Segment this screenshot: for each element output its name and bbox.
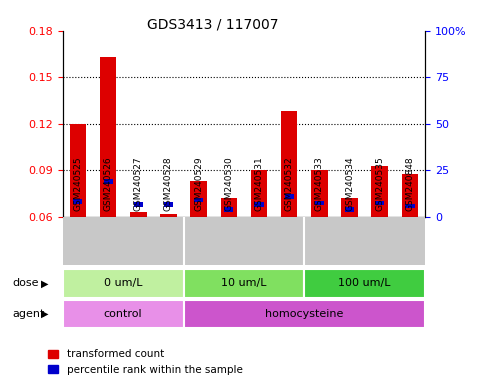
Bar xyxy=(70,124,86,217)
Bar xyxy=(184,269,304,298)
Bar xyxy=(100,57,116,217)
Bar xyxy=(190,181,207,217)
Text: control: control xyxy=(104,309,142,319)
Text: 10 um/L: 10 um/L xyxy=(221,278,267,288)
Bar xyxy=(63,300,184,328)
Text: 0 um/L: 0 um/L xyxy=(104,278,142,288)
Text: ▶: ▶ xyxy=(41,309,49,319)
Text: dose: dose xyxy=(12,278,39,288)
Text: GDS3413 / 117007: GDS3413 / 117007 xyxy=(147,17,278,31)
Bar xyxy=(371,166,388,217)
Bar xyxy=(345,207,354,212)
Text: 100 um/L: 100 um/L xyxy=(339,278,391,288)
Bar xyxy=(341,199,358,217)
Bar xyxy=(281,111,298,217)
Legend: transformed count, percentile rank within the sample: transformed count, percentile rank withi… xyxy=(44,345,247,379)
Bar xyxy=(304,269,425,298)
Bar xyxy=(160,214,177,217)
Bar xyxy=(184,300,425,328)
Bar xyxy=(315,201,324,205)
Text: homocysteine: homocysteine xyxy=(265,309,343,319)
Bar xyxy=(251,170,267,217)
Bar xyxy=(63,269,184,298)
Bar xyxy=(402,174,418,217)
Bar xyxy=(311,170,327,217)
Bar xyxy=(73,199,83,204)
Bar xyxy=(164,202,173,207)
Bar xyxy=(375,201,384,205)
Bar xyxy=(224,207,233,212)
Bar xyxy=(405,204,414,209)
Bar xyxy=(194,197,203,202)
Bar xyxy=(255,202,264,207)
Bar xyxy=(103,179,113,184)
Bar xyxy=(130,212,146,217)
Text: ▶: ▶ xyxy=(41,278,49,288)
Bar xyxy=(134,202,143,207)
Bar xyxy=(284,194,294,199)
Bar xyxy=(221,199,237,217)
Text: agent: agent xyxy=(12,309,44,319)
